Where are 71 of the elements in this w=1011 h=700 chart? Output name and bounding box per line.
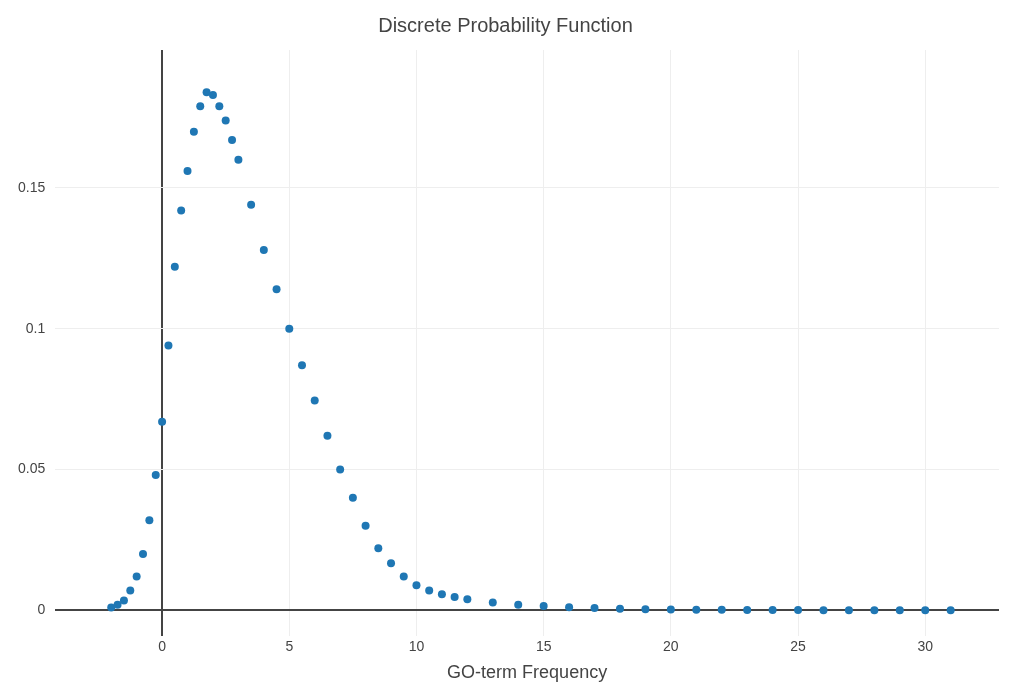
point [743, 605, 752, 614]
point [208, 91, 217, 100]
point [298, 361, 306, 370]
point [692, 605, 701, 614]
point [323, 431, 332, 440]
point [158, 417, 167, 426]
point [189, 127, 198, 136]
point [921, 606, 930, 615]
point [946, 606, 955, 615]
point [565, 603, 574, 612]
x-tick-label: 30 [917, 637, 934, 654]
y-tick-label: 0.1 [25, 319, 46, 336]
point [361, 521, 370, 530]
point [119, 596, 128, 605]
x-tick-label: 10 [408, 637, 425, 654]
point [272, 285, 281, 294]
point [310, 396, 319, 405]
point [247, 200, 256, 209]
point [387, 559, 396, 568]
point [221, 116, 230, 125]
x-tick-label: 0 [158, 637, 167, 654]
y-tick-label: 0 [37, 601, 46, 618]
point [514, 600, 523, 609]
x-tick-label: 15 [535, 637, 552, 654]
point [215, 102, 224, 111]
point [228, 136, 237, 145]
point [794, 605, 803, 614]
point [488, 598, 497, 607]
point [259, 245, 268, 254]
y-tick-label: 0.15 [18, 178, 46, 195]
point [107, 603, 116, 612]
point [234, 155, 243, 164]
point [437, 590, 446, 599]
point [463, 595, 472, 604]
point [132, 572, 141, 581]
point [425, 586, 434, 595]
point [183, 167, 192, 176]
point [539, 602, 548, 611]
x-tick-label: 25 [790, 637, 807, 654]
point [348, 493, 357, 502]
point [145, 516, 154, 525]
x-tick-label: 5 [285, 637, 294, 654]
point [196, 102, 205, 111]
point [615, 604, 624, 613]
point [126, 586, 135, 595]
point [151, 471, 160, 480]
point [139, 549, 148, 558]
x-axis-title: GO-term Frequency [447, 662, 608, 683]
point [870, 606, 879, 615]
y-tick-label: 0.05 [18, 460, 46, 477]
point [164, 341, 173, 350]
chart-title: Discrete Probability Function [378, 13, 633, 36]
point [113, 600, 122, 609]
point [170, 262, 179, 271]
point [285, 324, 294, 333]
point [336, 465, 345, 474]
point [844, 606, 853, 615]
point [202, 88, 211, 97]
point [641, 605, 650, 614]
point [177, 206, 186, 215]
point [399, 572, 408, 581]
point [717, 605, 726, 614]
x-tick-label: 20 [663, 637, 679, 654]
point [412, 581, 421, 590]
point [450, 593, 459, 602]
point [768, 605, 777, 614]
point [590, 604, 599, 613]
point [895, 606, 904, 615]
point [819, 606, 828, 615]
point [374, 544, 383, 553]
point [666, 605, 675, 614]
